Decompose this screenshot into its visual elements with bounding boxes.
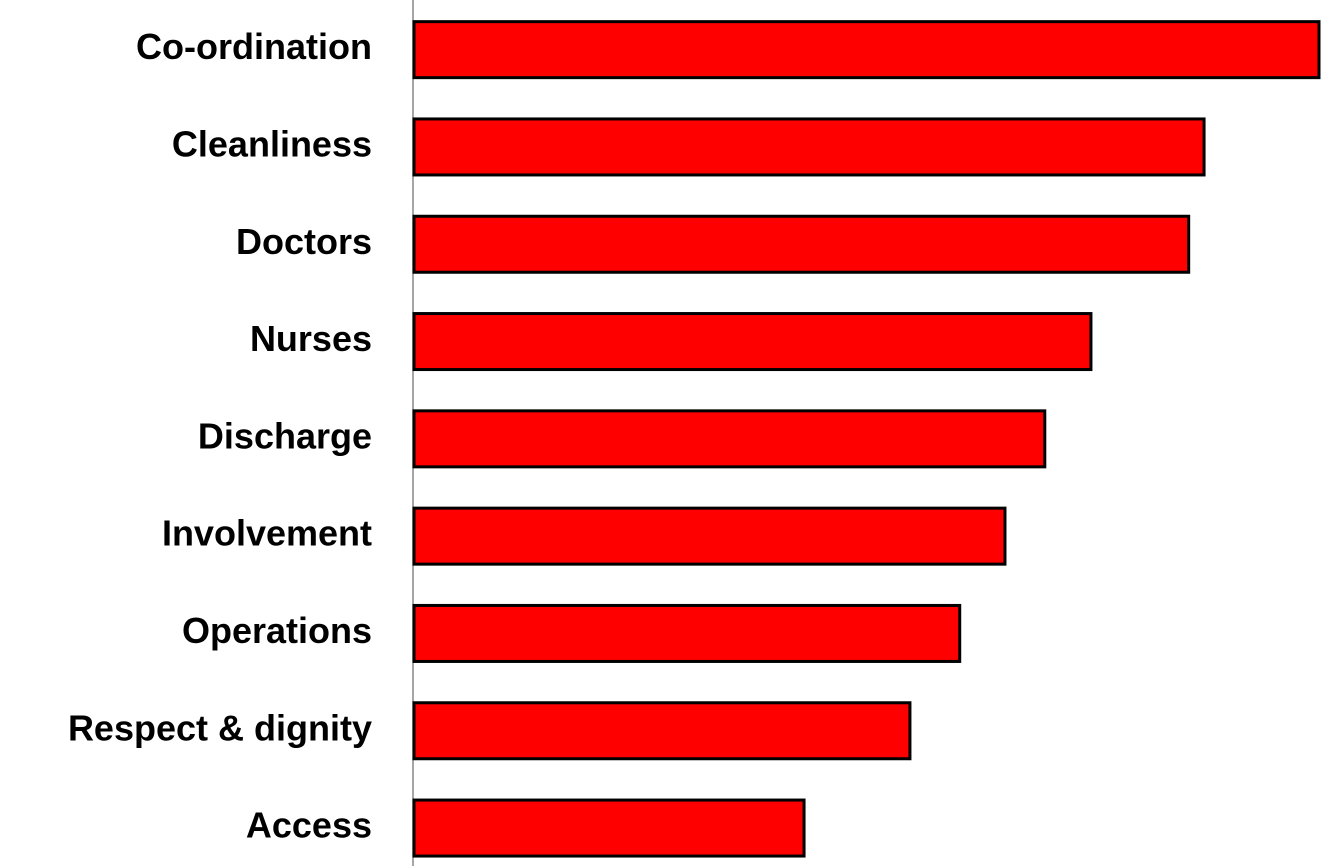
- bar: [412, 506, 1007, 566]
- category-label: Access: [246, 805, 372, 846]
- category-label: Doctors: [236, 221, 372, 262]
- bar: [412, 20, 1321, 80]
- category-label: Operations: [182, 610, 372, 651]
- category-label: Co-ordination: [136, 26, 372, 67]
- bar: [412, 409, 1047, 469]
- bar: [412, 312, 1093, 372]
- category-label: Cleanliness: [172, 123, 372, 164]
- bar: [412, 117, 1206, 177]
- bar: [412, 798, 806, 858]
- category-label: Discharge: [198, 415, 372, 456]
- bar: [412, 214, 1191, 274]
- bar: [412, 603, 962, 663]
- category-label: Respect & dignity: [68, 707, 372, 748]
- bar: [412, 701, 912, 761]
- category-label: Nurses: [250, 318, 372, 359]
- category-label: Involvement: [162, 513, 372, 554]
